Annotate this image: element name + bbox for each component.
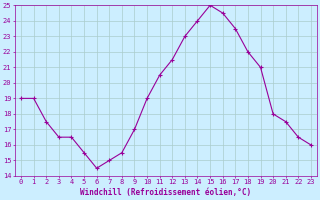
X-axis label: Windchill (Refroidissement éolien,°C): Windchill (Refroidissement éolien,°C): [80, 188, 252, 197]
